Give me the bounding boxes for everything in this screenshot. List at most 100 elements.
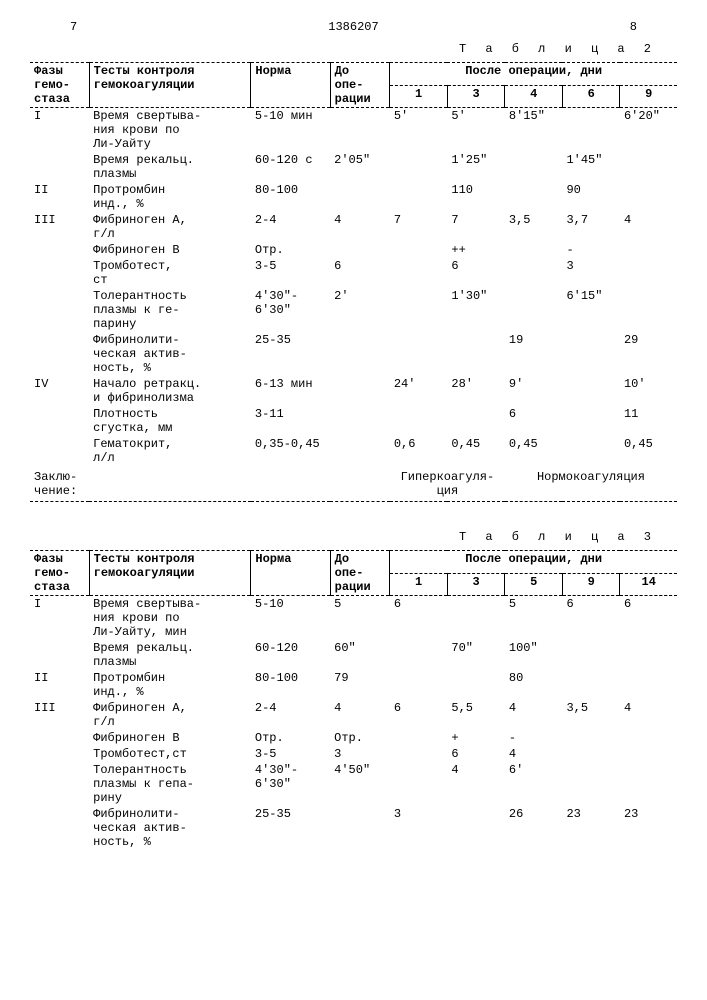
table-row: IVНачало ретракц.и фибринолизма6-13 мин2…	[30, 376, 677, 406]
th3-test: Тесты контролягемокоагуляции	[89, 551, 251, 596]
table2: Фазыгемо-стаза Тесты контролягемокоагуля…	[30, 62, 677, 502]
test-cell: Время свертыва-ния крови поЛи-Уайту	[89, 108, 251, 153]
day-cell: 4	[505, 746, 563, 762]
phase-cell: III	[30, 700, 89, 730]
day-cell: 3,5	[562, 700, 620, 730]
norm-cell: 60-120 с	[251, 152, 330, 182]
th-test: Тесты контролягемокоагуляции	[89, 63, 251, 108]
day-cell	[562, 730, 620, 746]
table2-body: IВремя свертыва-ния крови поЛи-Уайту5-10…	[30, 108, 677, 467]
day-cell	[447, 596, 505, 641]
day-cell	[562, 376, 620, 406]
test-cell: Время рекальц.плазмы	[89, 152, 251, 182]
test-cell: Время свертыва-ния крови поЛи-Уайту, мин	[89, 596, 251, 641]
table-row: Время рекальц.плазмы60-12060"70"100"	[30, 640, 677, 670]
table-row: Плотностьсгустка, мм3-11 6 11	[30, 406, 677, 436]
test-cell: Фибриноген B	[89, 242, 251, 258]
day-cell: 6	[562, 596, 620, 641]
day-cell	[390, 258, 448, 288]
day-cell: ++	[447, 242, 505, 258]
preop-cell	[330, 182, 390, 212]
table-row: Гематокрит,л/л0,35-0,450,60,450,450,45	[30, 436, 677, 466]
day-cell: 3	[390, 806, 448, 850]
day-cell	[620, 152, 677, 182]
day-cell: +	[447, 730, 505, 746]
norm-cell: 60-120	[251, 640, 330, 670]
th3-phase: Фазыгемо-стаза	[30, 551, 89, 596]
table-row: IВремя свертыва-ния крови поЛи-Уайту5-10…	[30, 108, 677, 153]
day-cell: 0,6	[390, 436, 448, 466]
preop-cell: 4	[330, 212, 390, 242]
norm-cell: 0,35-0,45	[251, 436, 330, 466]
th-norm: Норма	[251, 63, 330, 108]
test-cell: Протромбининд., %	[89, 182, 251, 212]
day-cell	[620, 288, 677, 332]
norm-cell: 80-100	[251, 670, 330, 700]
day-cell	[620, 746, 677, 762]
th-day-1: 1	[390, 85, 448, 108]
day-cell: 6	[390, 596, 448, 641]
norm-cell: 4'30"-6'30"	[251, 762, 330, 806]
day-cell: 4	[620, 212, 677, 242]
day-cell: 23	[620, 806, 677, 850]
day-cell	[562, 670, 620, 700]
page-header: 7 1386207 8	[30, 20, 677, 34]
day-cell: 24'	[390, 376, 448, 406]
day-cell: 0,45	[505, 436, 563, 466]
norm-cell: 3-11	[251, 406, 330, 436]
preop-cell: 3	[330, 746, 390, 762]
phase-cell	[30, 288, 89, 332]
th3-norm: Норма	[251, 551, 330, 596]
conclusion-normo: Нормокоагуляция	[505, 466, 677, 499]
day-cell: 6'20"	[620, 108, 677, 153]
table-row: Время рекальц.плазмы60-120 с2'05"1'25"1'…	[30, 152, 677, 182]
day-cell	[447, 670, 505, 700]
day-cell	[505, 242, 563, 258]
preop-cell	[330, 806, 390, 850]
day-cell	[505, 152, 563, 182]
table-row: Фибриноген BОтр.++-	[30, 242, 677, 258]
day-cell: 6	[620, 596, 677, 641]
preop-cell: 79	[330, 670, 390, 700]
day-cell: 90	[562, 182, 620, 212]
test-cell: Фибриноген B	[89, 730, 251, 746]
norm-cell: 5-10 мин	[251, 108, 330, 153]
preop-cell	[330, 108, 390, 153]
test-cell: Фибринолити-ческая актив-ность, %	[89, 806, 251, 850]
day-cell: 4	[620, 700, 677, 730]
day-cell: 1'25"	[447, 152, 505, 182]
norm-cell: 25-35	[251, 806, 330, 850]
day-cell: 6'	[505, 762, 563, 806]
preop-cell: 5	[330, 596, 390, 641]
phase-cell	[30, 258, 89, 288]
day-cell: 5	[505, 596, 563, 641]
table-row: Фибриноген BОтр.Отр.+-	[30, 730, 677, 746]
page-num-right: 8	[630, 20, 637, 34]
preop-cell	[330, 436, 390, 466]
table-row: Толерантностьплазмы к ге-парину4'30"-6'3…	[30, 288, 677, 332]
day-cell	[620, 640, 677, 670]
th-postop: После операции, дни	[390, 63, 677, 86]
day-cell: 3,7	[562, 212, 620, 242]
th3-postop: После операции, дни	[390, 551, 677, 574]
day-cell: 6	[505, 406, 563, 436]
phase-cell	[30, 242, 89, 258]
phase-cell	[30, 806, 89, 850]
day-cell: 5,5	[447, 700, 505, 730]
norm-cell: 6-13 мин	[251, 376, 330, 406]
norm-cell: 80-100	[251, 182, 330, 212]
phase-cell	[30, 406, 89, 436]
phase-cell	[30, 436, 89, 466]
table-row: IIIФибриноген A,г/л2-4465,543,54	[30, 700, 677, 730]
day-cell	[447, 332, 505, 376]
day-cell: 0,45	[620, 436, 677, 466]
day-cell	[562, 640, 620, 670]
th-phase: Фазыгемо-стаза	[30, 63, 89, 108]
preop-cell	[330, 376, 390, 406]
table3-body: IВремя свертыва-ния крови поЛи-Уайту, ми…	[30, 596, 677, 851]
test-cell: Плотностьсгустка, мм	[89, 406, 251, 436]
table-row: IВремя свертыва-ния крови поЛи-Уайту, ми…	[30, 596, 677, 641]
norm-cell: 25-35	[251, 332, 330, 376]
day-cell: 11	[620, 406, 677, 436]
test-cell: Начало ретракц.и фибринолизма	[89, 376, 251, 406]
